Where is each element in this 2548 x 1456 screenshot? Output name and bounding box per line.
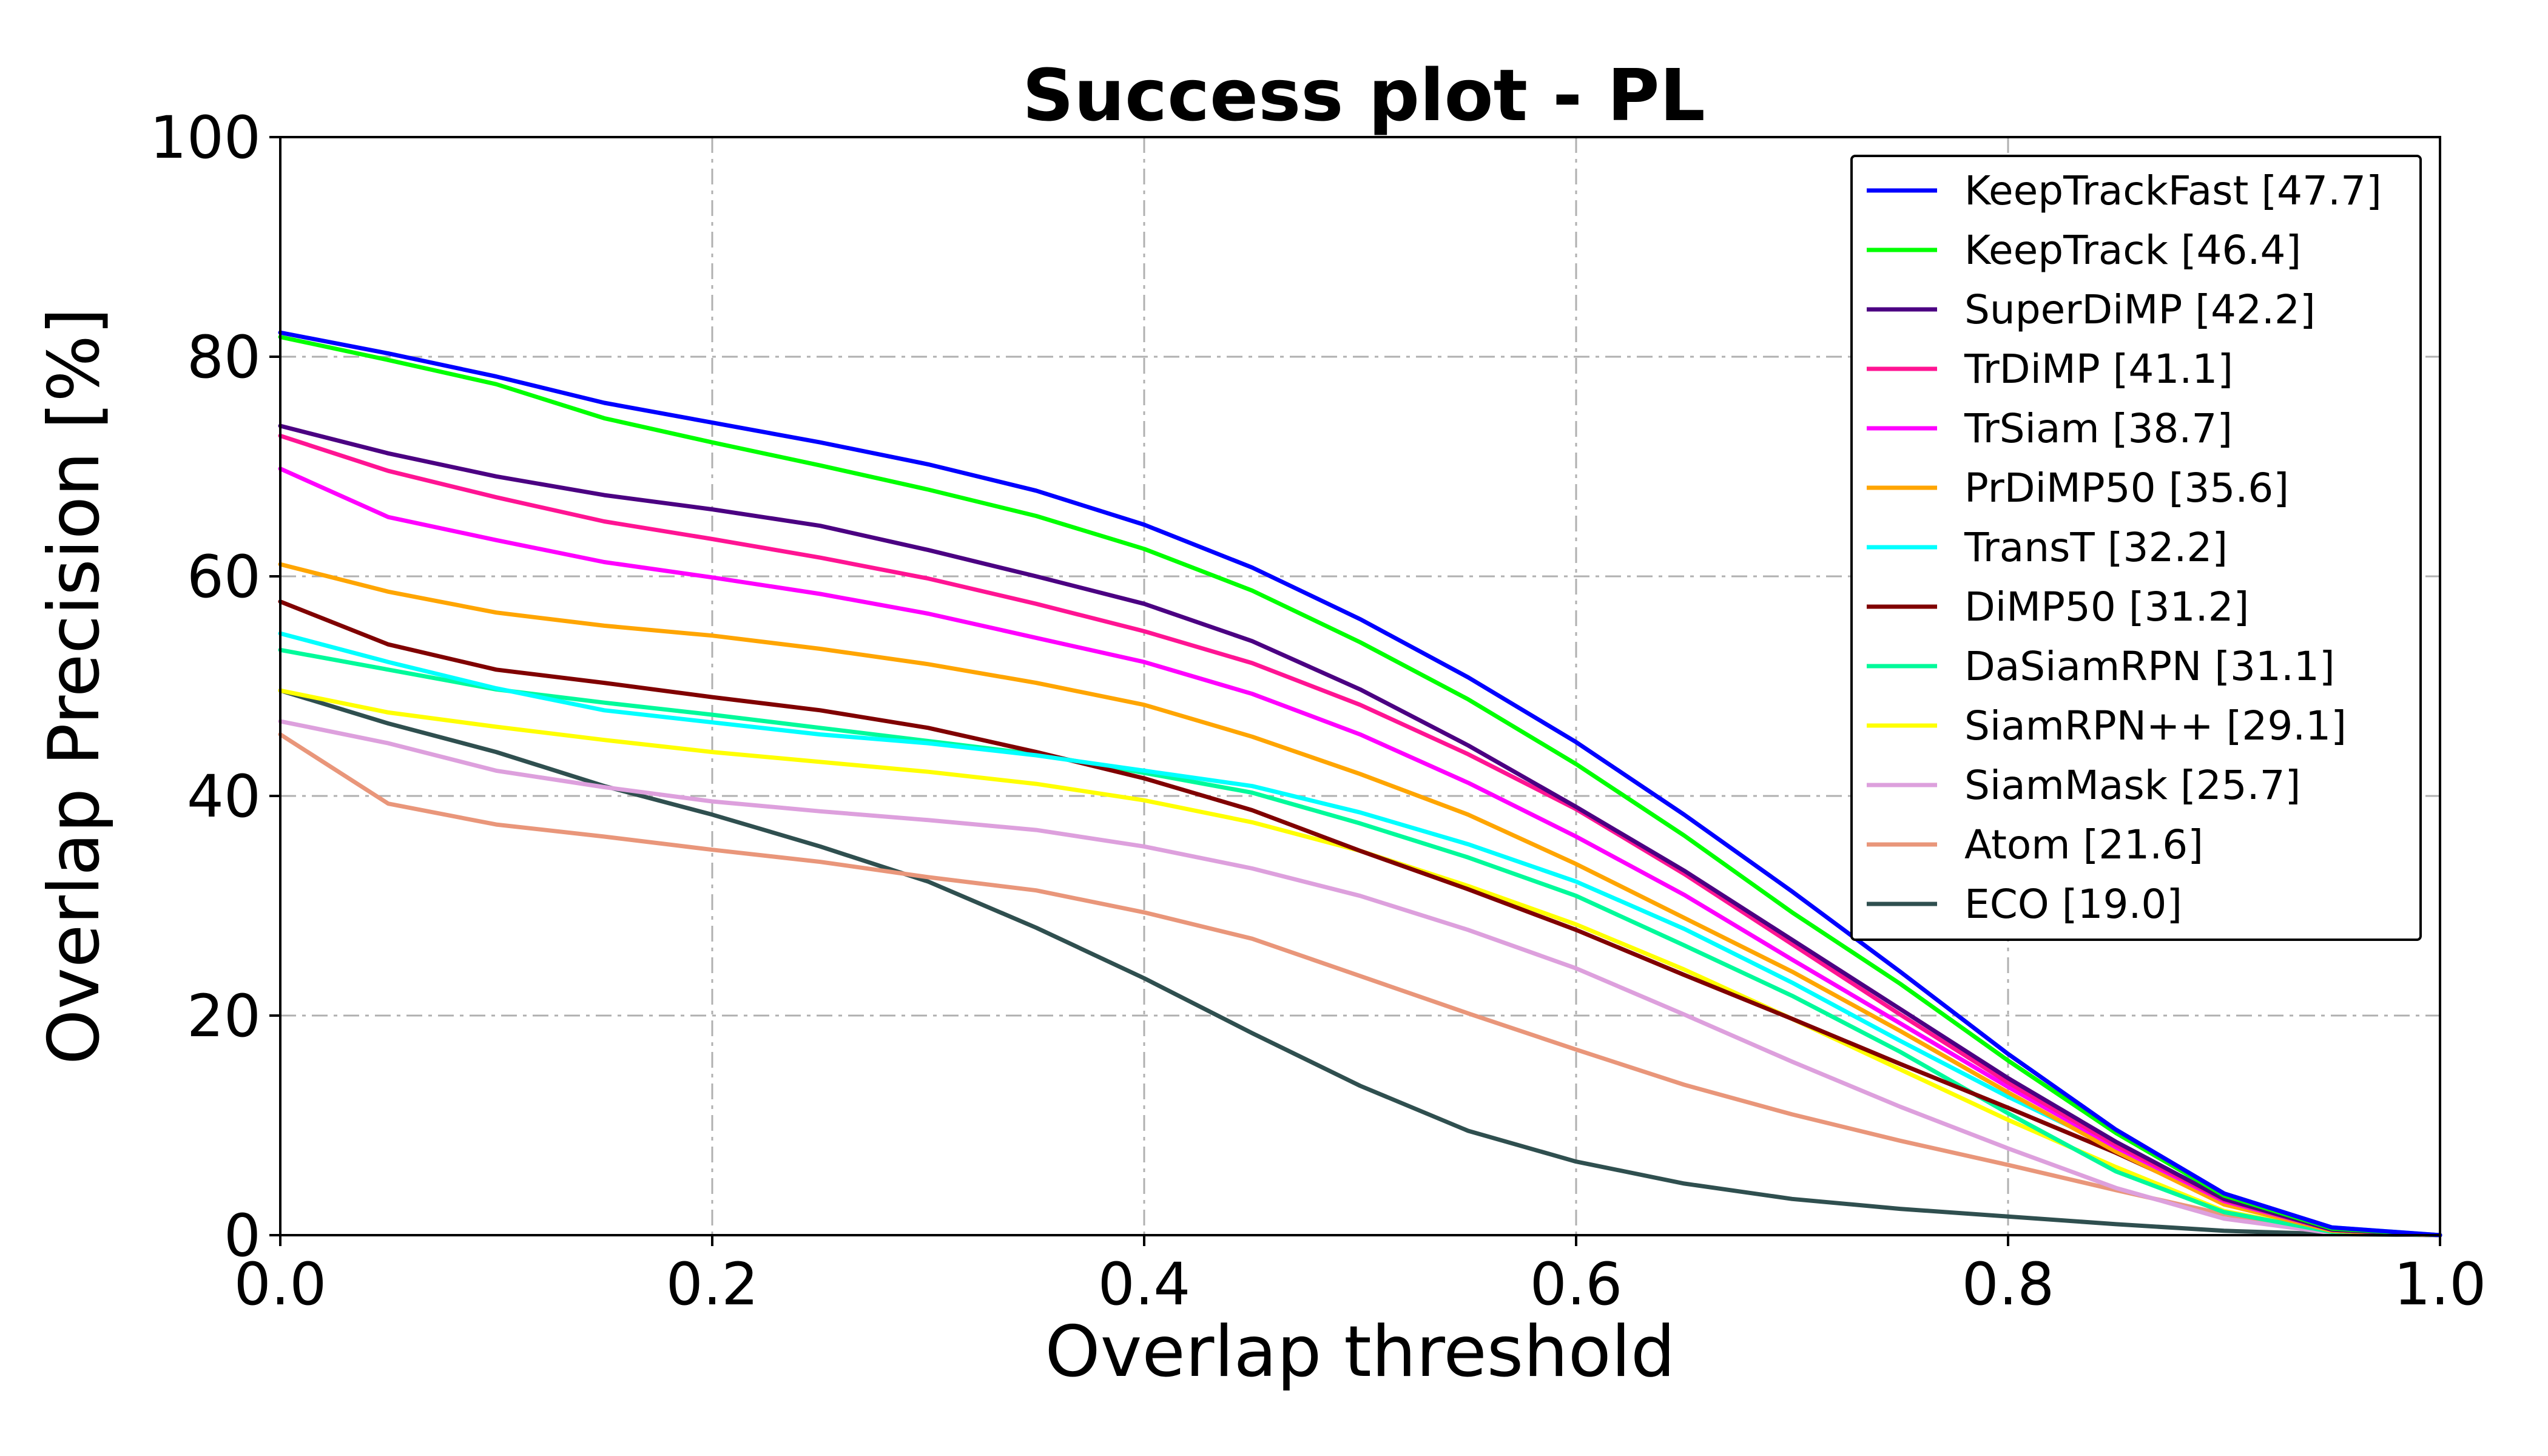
series-line-eco xyxy=(278,688,2442,1238)
tick-layer: 0.0 0.2 0.4 0.6 0.8 1.0 0 20 40 60 80 100 xyxy=(150,104,2487,1318)
legend-entry-label: KeepTrack [46.4] xyxy=(1964,227,2301,274)
legend-entry-label: DaSiamRPN [31.1] xyxy=(1964,643,2335,690)
x-axis-label: Overlap threshold xyxy=(1045,1311,1675,1393)
series-layer xyxy=(278,330,2442,1238)
legend-entry-label: TrSiam [38.7] xyxy=(1964,405,2233,452)
legend: KeepTrackFast [47.7] KeepTrack [46.4] Supe… xyxy=(1850,155,2422,941)
legend-entry-label: SuperDiMP [42.2] xyxy=(1964,286,2316,333)
series-line-trdimp xyxy=(278,433,2442,1238)
x-tick-label: 0.6 xyxy=(1530,1250,1623,1318)
legend-box xyxy=(1850,155,2422,941)
legend-entry-label: KeepTrackFast [47.7] xyxy=(1964,167,2382,214)
series-line-keeptrackfast xyxy=(278,330,2442,1238)
legend-entry-label: Atom [21.6] xyxy=(1964,821,2203,868)
series-line-atom xyxy=(278,732,2442,1238)
y-tick-label: 60 xyxy=(187,543,261,611)
legend-entry-label: ECO [19.0] xyxy=(1964,881,2182,928)
y-tick-label: 20 xyxy=(187,982,261,1050)
series-line-trsiam xyxy=(278,467,2442,1238)
plot-frame xyxy=(279,136,2441,1236)
series-line-siammask xyxy=(278,719,2442,1238)
legend-entry-label: DiMP50 [31.2] xyxy=(1964,584,2249,630)
legend-entry-label: SiamMask [25.7] xyxy=(1964,762,2300,809)
y-axis-label: Overlap Precision [%] xyxy=(33,308,115,1065)
series-line-keeptrack xyxy=(278,334,2442,1238)
y-tick-label: 40 xyxy=(187,763,261,831)
legend-entry-label: TransT [32.2] xyxy=(1964,524,2228,571)
legend-entry-label: TrDiMP [41.1] xyxy=(1964,346,2233,393)
y-tick-label: 0 xyxy=(224,1202,261,1270)
y-tick-label: 100 xyxy=(150,104,261,172)
chart-title: Success plot - PL xyxy=(1022,53,1705,137)
series-line-dimp50 xyxy=(278,599,2442,1238)
x-tick-label: 0.4 xyxy=(1098,1250,1191,1318)
x-tick-label: 0.2 xyxy=(666,1250,759,1318)
x-tick-label: 0.8 xyxy=(1962,1250,2055,1318)
x-tick-label: 0.0 xyxy=(234,1250,327,1318)
legend-entry-label: PrDiMP50 [35.6] xyxy=(1964,465,2289,511)
legend-entry-label: SiamRPN++ [29.1] xyxy=(1964,703,2347,749)
series-line-superdimp xyxy=(278,423,2442,1238)
x-tick-label: 1.0 xyxy=(2394,1250,2487,1318)
series-line-dasiamrpn xyxy=(278,647,2442,1238)
y-tick-label: 80 xyxy=(187,323,261,391)
series-line-prdimp50 xyxy=(278,562,2442,1238)
